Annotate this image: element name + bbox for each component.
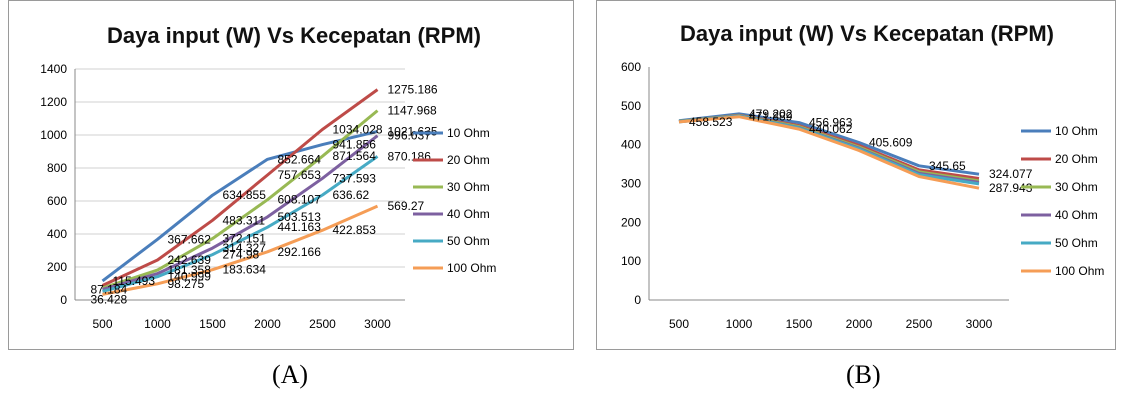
data-label: 36.428 — [91, 292, 128, 306]
chart-a-svg: Daya input (W) Vs Kecepatan (RPM) 0 200 400… — [40, 23, 496, 331]
chart-panel-a: Daya input (W) Vs Kecepatan (RPM) 0 200 400… — [8, 0, 574, 350]
figure-label-a: (A) — [272, 360, 309, 389]
chart-b-svg: Daya input (W) Vs Kecepatan (RPM) 0 100 200… — [621, 21, 1104, 331]
data-label: 422.853 — [333, 223, 377, 237]
y-tick-label: 400 — [47, 227, 67, 241]
data-label: 757.653 — [278, 168, 322, 182]
x-tick-label: 500 — [669, 317, 689, 331]
data-label: 503.513 — [278, 210, 322, 224]
chart-title: Daya input (W) Vs Kecepatan (RPM) — [107, 23, 481, 48]
data-label: 440.062 — [809, 122, 853, 136]
data-label: 181.358 — [168, 263, 212, 277]
data-label: 1034.028 — [333, 122, 383, 136]
x-tick-label: 1500 — [786, 317, 813, 331]
series-line-40-ohm — [102, 134, 379, 291]
y-tick-label: 200 — [621, 215, 641, 229]
x-tick-label: 500 — [92, 317, 112, 331]
data-label: 115.493 — [113, 274, 156, 288]
data-label: 458.523 — [689, 115, 733, 129]
data-label: 483.311 — [223, 213, 266, 227]
data-label: 314.327 — [223, 241, 267, 255]
legend-label: 40 Ohm — [447, 207, 490, 221]
data-label: 471.889 — [749, 110, 793, 124]
series-line-100-ohm — [102, 204, 379, 296]
data-label: 441.163 — [278, 220, 322, 234]
data-label: 405.609 — [869, 135, 913, 149]
data-label: 372.151 — [223, 232, 267, 246]
y-tick-label: 600 — [621, 60, 641, 74]
data-label: 479.202 — [749, 107, 793, 121]
x-tick-label: 2000 — [254, 317, 281, 331]
data-label: 941.856 — [333, 138, 377, 152]
x-tick-label: 2000 — [846, 317, 873, 331]
legend-label: 10 Ohm — [447, 126, 490, 140]
data-label: 367.662 — [168, 232, 212, 246]
series-line-30-ohm — [102, 109, 379, 290]
y-tick-label: 200 — [47, 260, 67, 274]
data-label: 1021.635 — [388, 124, 438, 138]
chart-title: Daya input (W) Vs Kecepatan (RPM) — [680, 21, 1054, 46]
series-line-100-ohm — [678, 115, 980, 190]
y-tick-label: 300 — [621, 177, 641, 191]
data-label: 636.62 — [333, 188, 370, 202]
legend-label: 20 Ohm — [447, 153, 490, 167]
y-tick-label: 1400 — [40, 62, 67, 76]
data-label: 242.639 — [168, 253, 212, 267]
data-label: 345.65 — [929, 159, 966, 173]
data-label: 1275.186 — [388, 83, 438, 97]
data-label: 274.98 — [223, 248, 260, 262]
x-tick-label: 3000 — [364, 317, 391, 331]
y-tick-label: 1200 — [40, 95, 67, 109]
y-tick-label: 600 — [47, 194, 67, 208]
series-line-10-ohm — [101, 129, 378, 283]
x-tick-label: 1000 — [144, 317, 171, 331]
data-label: 98.275 — [168, 277, 205, 291]
legend-label: 100 Ohm — [447, 261, 496, 275]
y-tick-label: 800 — [47, 161, 67, 175]
legend-label: 20 Ohm — [1055, 152, 1098, 166]
y-tick-label: 400 — [621, 138, 641, 152]
legend-label: 40 Ohm — [1055, 208, 1098, 222]
series-line-50-ohm — [102, 155, 379, 293]
data-label: 569.27 — [388, 199, 425, 213]
data-label: 87.184 — [91, 282, 128, 296]
x-tick-label: 2500 — [906, 317, 933, 331]
data-label: 324.077 — [989, 167, 1033, 181]
data-label: 871.564 — [333, 149, 377, 163]
legend-label: 50 Ohm — [447, 234, 490, 248]
data-label: 996.037 — [388, 129, 432, 143]
series-line-20-ohm — [101, 88, 379, 287]
data-label: 456.963 — [809, 116, 853, 130]
data-label: 140.999 — [168, 270, 212, 284]
data-label: 287.943 — [989, 181, 1033, 195]
x-tick-label: 1000 — [726, 317, 753, 331]
x-tick-label: 2500 — [309, 317, 336, 331]
y-tick-label: 0 — [60, 293, 67, 307]
chart-panel-b: Daya input (W) Vs Kecepatan (RPM) 0 100 200… — [596, 0, 1116, 350]
figure-label-b: (B) — [846, 360, 881, 389]
legend-label: 10 Ohm — [1055, 124, 1098, 138]
legend-label: 30 Ohm — [447, 180, 490, 194]
x-tick-label: 1500 — [199, 317, 226, 331]
data-label: 852.664 — [278, 152, 322, 166]
legend-label: 50 Ohm — [1055, 236, 1098, 250]
y-tick-label: 100 — [621, 254, 641, 268]
legend-label: 30 Ohm — [1055, 180, 1098, 194]
y-tick-label: 500 — [621, 99, 641, 113]
legend-label: 100 Ohm — [1055, 264, 1104, 278]
data-label: 737.593 — [333, 171, 377, 185]
data-label: 292.166 — [278, 245, 322, 259]
data-label: 183.634 — [223, 263, 267, 277]
y-tick-label: 1000 — [40, 128, 67, 142]
data-label: 608.107 — [278, 193, 322, 207]
y-tick-label: 0 — [634, 293, 641, 307]
x-tick-label: 3000 — [966, 317, 993, 331]
data-label: 1147.968 — [388, 104, 437, 118]
data-label: 634.855 — [223, 188, 267, 202]
